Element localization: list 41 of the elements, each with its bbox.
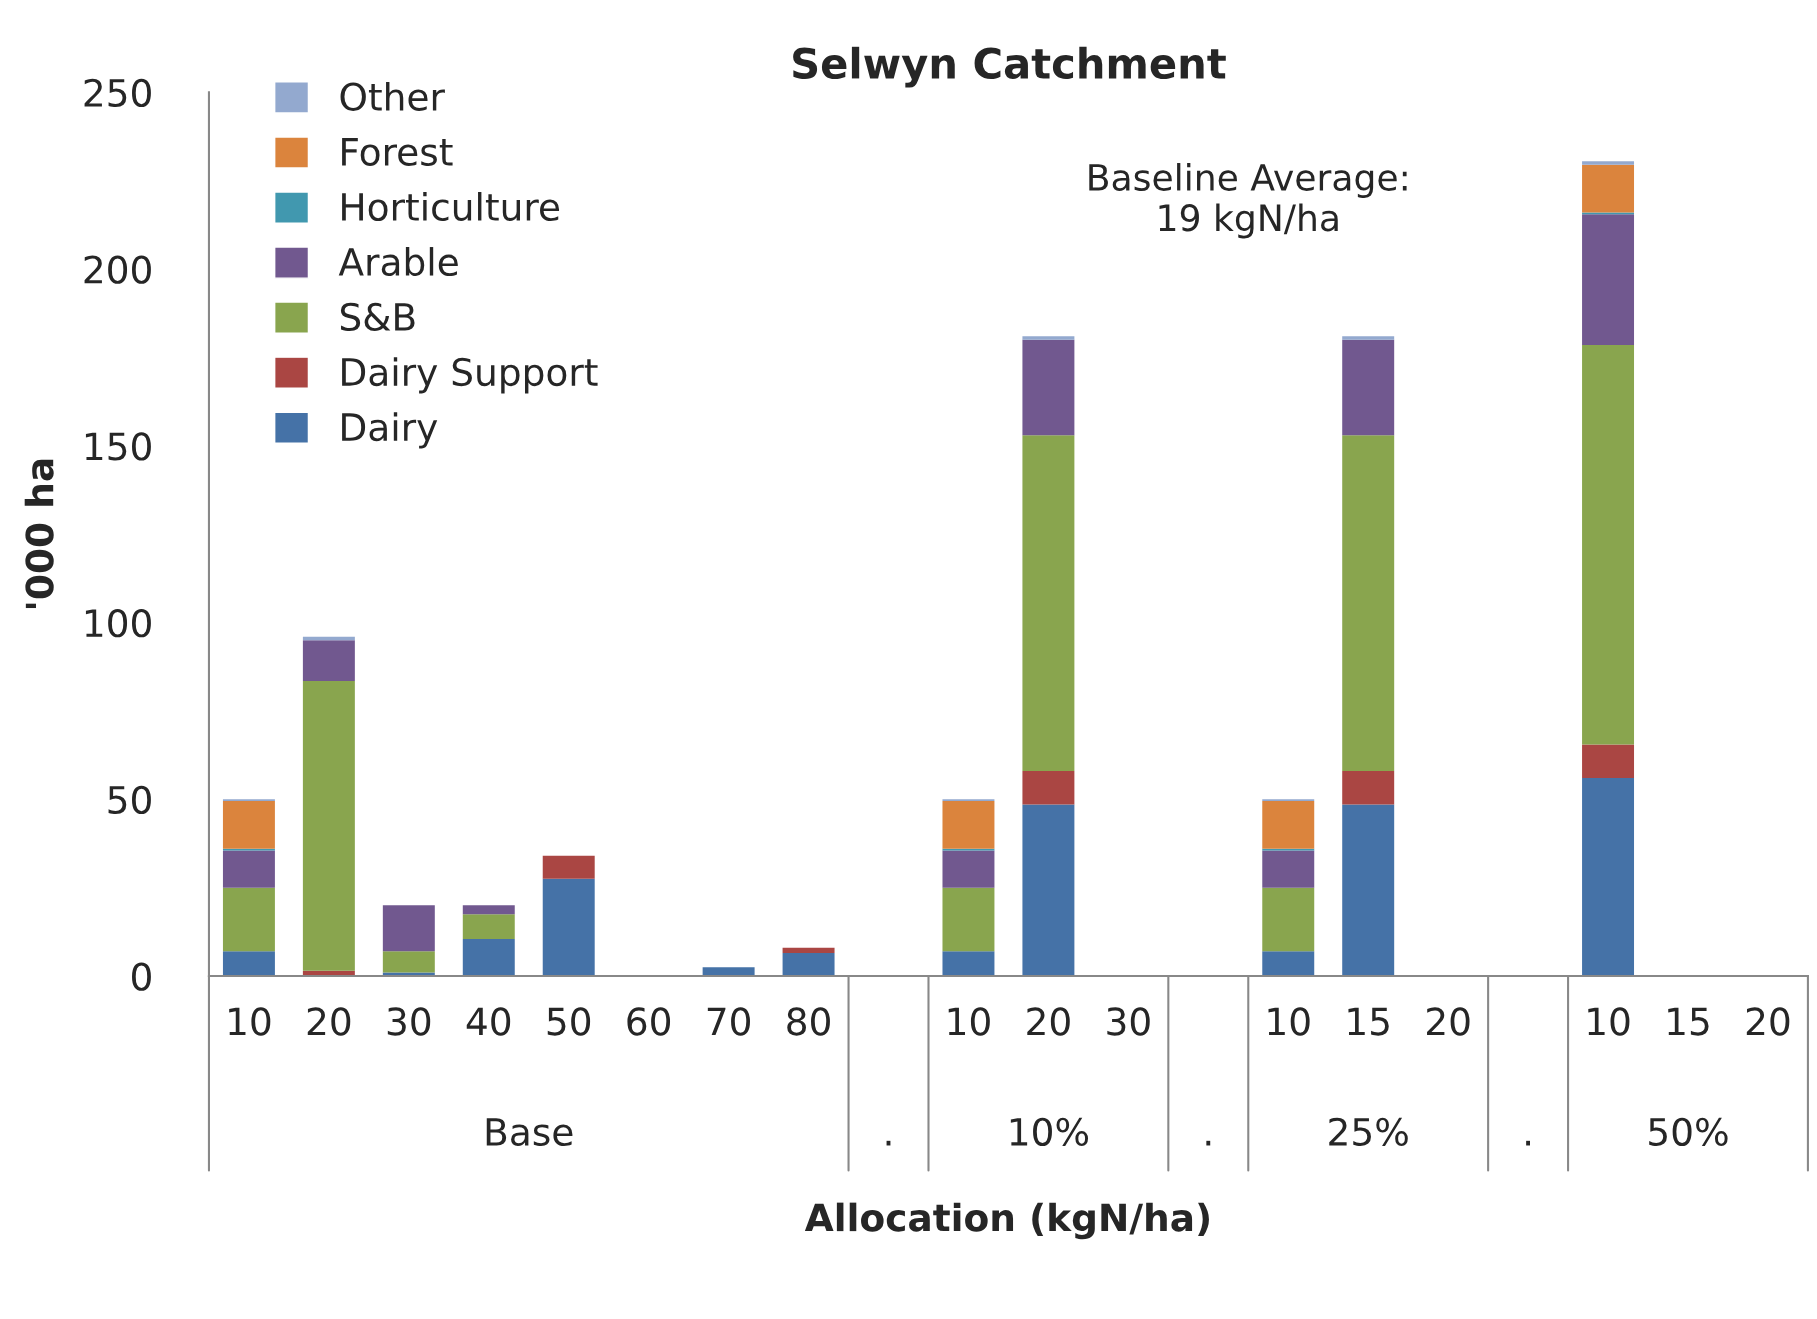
annotation: Baseline Average: 19 kgN/ha — [1089, 163, 1407, 239]
x-tick-label: 30 — [387, 1007, 431, 1036]
y-tick-label: 150 — [85, 432, 151, 461]
x-axis-title: Allocation (kgN/ha) — [804, 1202, 1209, 1240]
x-tick-label: 20 — [307, 1007, 351, 1036]
text: . — [1526, 1140, 1531, 1146]
y-tick-label: 100 — [85, 608, 151, 638]
text: 25% — [1329, 1117, 1408, 1147]
y-axis-title: '000 ha — [24, 459, 54, 609]
x-tick-label: 15 — [1348, 1007, 1389, 1036]
x-tick-label: 40 — [466, 1007, 511, 1036]
x-tick-label: 30 — [1107, 1007, 1150, 1036]
x-tick-label: 20 — [1746, 1007, 1790, 1036]
text: . — [1206, 1140, 1211, 1146]
y-tick-label: 50 — [108, 785, 151, 815]
legend-label: Horticulture — [342, 192, 560, 222]
y-tick-label: 250 — [84, 78, 151, 108]
x-tick-label: 50 — [547, 1007, 591, 1036]
text: 50% — [1649, 1117, 1728, 1147]
x-tick-label: 20 — [1027, 1007, 1070, 1036]
legend-label: Forest — [342, 138, 453, 166]
x-tick-label: 70 — [707, 1007, 750, 1036]
x-tick-label: 10 — [1588, 1007, 1630, 1036]
chart-title: Selwyn Catchment — [793, 46, 1226, 88]
y-tick-label: 200 — [84, 255, 151, 284]
x-tick-label: 80 — [787, 1007, 830, 1036]
legend-label: Dairy Support — [342, 357, 598, 394]
legend-label: S&B — [340, 302, 415, 332]
text: . — [886, 1140, 891, 1146]
x-tick-label: 10 — [229, 1007, 271, 1036]
x-tick-label: 10 — [948, 1007, 990, 1036]
x-tick-label: 15 — [1668, 1007, 1709, 1036]
legend-label: Other — [340, 81, 445, 111]
legend-label: Dairy — [342, 412, 438, 449]
x-tick-label: 20 — [1427, 1007, 1470, 1036]
legend-label: Arable — [338, 247, 458, 277]
x-tick-label: 10 — [1268, 1007, 1310, 1036]
text: Base — [486, 1118, 573, 1147]
y-tick-label: 0 — [132, 962, 151, 991]
text: 10% — [1010, 1117, 1089, 1147]
x-tick-label: 60 — [627, 1007, 671, 1036]
